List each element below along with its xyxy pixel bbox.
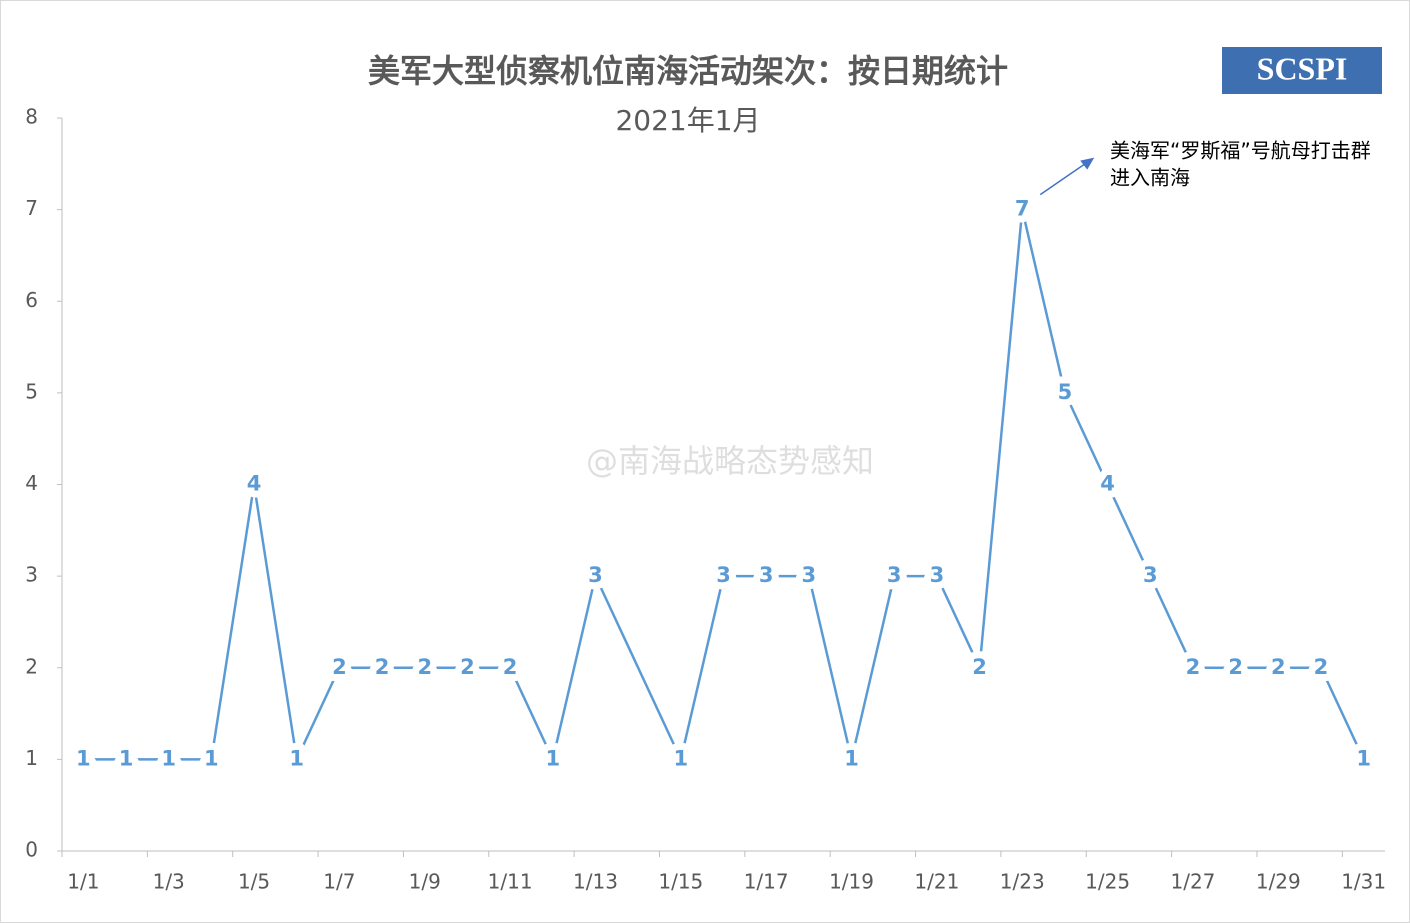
x-tick-label: 1/15 [658,870,703,894]
x-tick-label: 1/1 [67,870,99,894]
data-label: 7 [1015,197,1030,221]
data-label: 1 [289,746,304,770]
x-tick-label: 1/5 [238,870,270,894]
x-tick-label: 1/25 [1085,870,1130,894]
data-label: 4 [247,472,262,496]
data-label: 1 [76,746,91,770]
chart-subtitle: 2021年1月 [615,104,760,137]
data-label: 1 [545,746,560,770]
data-label: 3 [759,563,774,587]
data-label: 2 [1186,655,1201,679]
data-label: 1 [204,746,219,770]
x-tick-label: 1/7 [323,870,355,894]
y-tick-label: 4 [25,471,38,495]
data-label: 2 [375,655,390,679]
annotation-arrowhead [1080,157,1095,170]
data-label: 3 [716,563,731,587]
data-label: 1 [674,746,689,770]
x-tick-label: 1/21 [914,870,959,894]
data-label: 1 [1356,746,1371,770]
data-line [83,209,1365,764]
x-tick-label: 1/29 [1256,870,1301,894]
data-label: 2 [1314,655,1329,679]
logo: SCSPI [1257,50,1348,86]
data-label: 2 [417,655,432,679]
x-tick-label: 1/31 [1341,870,1386,894]
logo-box [1222,47,1382,94]
x-tick-label: 1/11 [488,870,533,894]
data-label: 3 [802,563,817,587]
x-tick-label: 1/3 [153,870,185,894]
y-tick-label: 1 [25,746,38,770]
x-tick-label: 1/13 [573,870,618,894]
x-tick-label: 1/9 [409,870,441,894]
data-label: 1 [844,746,859,770]
y-tick-label: 7 [25,196,38,220]
x-tick-label: 1/19 [829,870,874,894]
annotation-arrow [1039,161,1089,196]
data-label: 2 [503,655,518,679]
y-tick-label: 3 [25,563,38,587]
y-tick-label: 6 [25,288,38,312]
x-tick-label: 1/17 [744,870,789,894]
data-label: 2 [332,655,347,679]
data-label: 2 [972,655,987,679]
data-label: 5 [1058,380,1073,404]
data-label: 2 [1228,655,1243,679]
y-tick-label: 8 [25,105,38,129]
watermark: @南海战略态势感知 [586,442,874,480]
x-tick-label: 1/23 [1000,870,1045,894]
x-tick-label: 1/27 [1170,870,1215,894]
data-label: 1 [119,746,134,770]
y-tick-label: 0 [25,838,38,862]
y-tick-label: 5 [25,379,38,403]
data-label: 3 [930,563,945,587]
data-label: 2 [460,655,475,679]
chart-title: 美军大型侦察机位南海活动架次：按日期统计 [368,52,1008,90]
data-label: 2 [1271,655,1286,679]
annotation: 进入南海 [1110,166,1190,190]
y-tick-label: 2 [25,654,38,678]
data-label: 4 [1100,472,1115,496]
data-label: 1 [161,746,176,770]
annotation: 美海军“罗斯福”号航母打击群 [1110,139,1371,163]
data-label: 3 [887,563,902,587]
data-label: 3 [1143,563,1158,587]
data-label: 3 [588,563,603,587]
